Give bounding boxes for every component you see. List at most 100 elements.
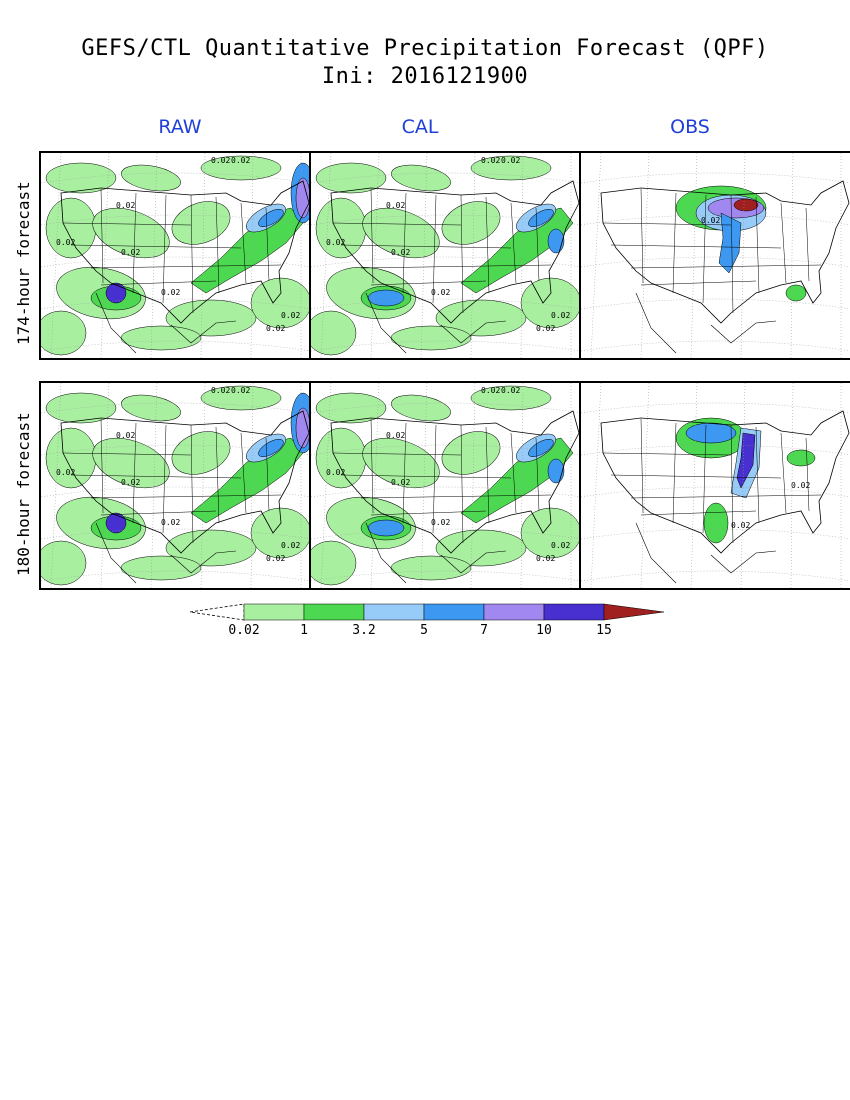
contour-label: 0.02 (231, 386, 250, 395)
colorbar-lower-extension (189, 603, 245, 621)
colorbar-box (243, 603, 305, 621)
colorbar-tick-label: 1 (300, 623, 308, 638)
colorbar-tick-label: 10 (536, 623, 552, 638)
basemap (581, 153, 850, 358)
light-precip-area (171, 201, 231, 245)
contour-label: 0.02 (551, 311, 570, 320)
contour-label: 0.02 (501, 386, 520, 395)
heavy-precip-area (258, 209, 284, 227)
heavy-precip-area (528, 439, 554, 457)
heavy-precip-core (736, 432, 756, 489)
moderate-precip-band (460, 207, 574, 294)
row-label-174h: 174-hour forecast (14, 181, 33, 345)
moderate-precip-band (460, 437, 574, 524)
light-precip-area (41, 540, 87, 586)
light-precip-area (45, 162, 117, 194)
heavy-precip-area (367, 519, 405, 537)
contour-label: 0.02 (121, 248, 140, 257)
colorbar-box (363, 603, 425, 621)
contour-label: 0.02 (431, 518, 450, 527)
colorbar-box (423, 603, 485, 621)
contour-label: 0.02 (266, 324, 285, 333)
map-panel-raw-174h: 0.02 0.02 0.02 0.02 0.02 0.02 0.02 0.02 (39, 151, 313, 360)
light-precip-area (311, 540, 357, 586)
moderate-precip-area (703, 502, 729, 544)
contour-label: 0.02 (536, 324, 555, 333)
light-precip-area (45, 197, 97, 259)
light-precip-area (435, 299, 527, 337)
contour-label: 0.02 (281, 541, 300, 550)
contour-label: 0.02 (386, 201, 405, 210)
light-precip-area (165, 299, 257, 337)
light-precip-area (441, 201, 501, 245)
light-precip-area (435, 529, 527, 567)
light-precip-area (315, 427, 367, 489)
basemap (41, 153, 311, 358)
heavy-precip-area (528, 209, 554, 227)
contour-label: 0.02 (326, 238, 345, 247)
colorbar-box (303, 603, 365, 621)
column-header-cal: CAL (401, 116, 439, 138)
light-precip-area (390, 325, 472, 351)
light-precip-area (315, 392, 387, 424)
colorbar-tick-label: 15 (596, 623, 612, 638)
basemap (311, 383, 581, 588)
contour-label: 0.02 (481, 156, 500, 165)
heavy-precip-area (685, 422, 737, 444)
contour-label: 0.02 (266, 554, 285, 563)
heavy-precip-area (547, 228, 565, 254)
contour-label: 0.02 (391, 248, 410, 257)
contour-label: 0.02 (551, 541, 570, 550)
light-precip-area (165, 529, 257, 567)
map-panel-raw-180h: 0.02 0.02 0.02 0.02 0.02 0.02 0.02 0.02 (39, 381, 313, 590)
light-precip-area (41, 310, 87, 356)
contour-label: 0.02 (116, 431, 135, 440)
light-precip-area (391, 164, 451, 192)
colorbar-tick-label: 7 (480, 623, 488, 638)
contour-label: 0.02 (161, 518, 180, 527)
light-precip-area (120, 555, 202, 581)
contour-label: 0.02 (701, 216, 720, 225)
heavy-precip-core (105, 282, 127, 304)
light-precip-area (121, 164, 181, 192)
light-precip-area (45, 392, 117, 424)
light-precip-area (120, 325, 202, 351)
light-precip-area (311, 310, 357, 356)
figure-subtitle: Ini: 2016121900 (321, 64, 529, 89)
basemap (581, 383, 850, 588)
contour-label: 0.02 (116, 201, 135, 210)
light-precip-area (315, 197, 367, 259)
column-header-obs: OBS (670, 116, 710, 138)
heavy-precip-core (105, 512, 127, 534)
light-precip-area (315, 162, 387, 194)
contour-label: 0.02 (386, 431, 405, 440)
extreme-precip-core (733, 198, 759, 212)
map-panel-cal-180h: 0.02 0.02 0.02 0.02 0.02 0.02 0.02 0.02 (309, 381, 583, 590)
light-precip-area (441, 431, 501, 475)
contour-label: 0.02 (121, 478, 140, 487)
colorbar-box (543, 603, 605, 621)
contour-label: 0.02 (731, 521, 750, 530)
contour-label: 0.02 (481, 386, 500, 395)
light-precip-area (171, 431, 231, 475)
contour-label: 0.02 (161, 288, 180, 297)
contour-label: 0.02 (431, 288, 450, 297)
contour-label: 0.02 (326, 468, 345, 477)
contour-label: 0.02 (791, 481, 810, 490)
row-label-180h: 180-hour forecast (14, 412, 33, 576)
heavy-precip-area (258, 439, 284, 457)
contour-label: 0.02 (536, 554, 555, 563)
colorbar-tick-label: 0.02 (228, 623, 260, 638)
heavy-precip-area (547, 458, 565, 484)
light-precip-area (121, 394, 181, 422)
contour-label: 0.02 (501, 156, 520, 165)
colorbar-upper-extension (603, 603, 665, 621)
contour-label: 0.02 (211, 386, 230, 395)
heavy-precip-band (718, 212, 742, 274)
contour-label: 0.02 (231, 156, 250, 165)
colorbar-box (483, 603, 545, 621)
contour-label: 0.02 (56, 238, 75, 247)
basemap (311, 153, 581, 358)
column-header-raw: RAW (158, 116, 202, 138)
moderate-precip-area (785, 284, 807, 302)
